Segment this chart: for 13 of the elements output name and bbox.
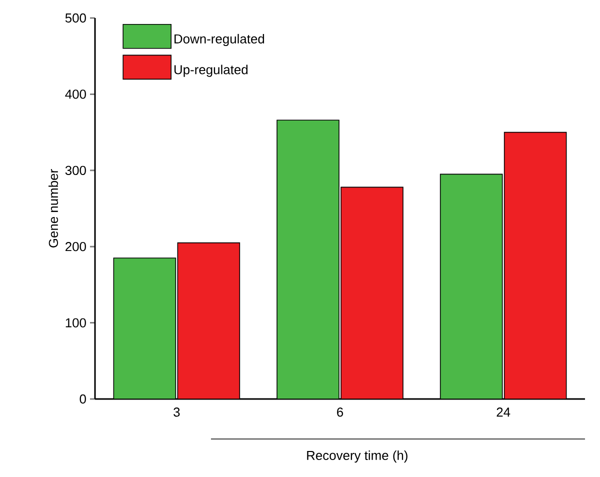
x-tick-label: 6 [337, 408, 344, 417]
y-tick-label: 100 [66, 318, 86, 328]
y-tick-label: 500 [65, 13, 86, 23]
legend-label: Down-regulated [174, 34, 264, 46]
x-axis-title: Recovery time (h) [307, 450, 408, 463]
y-tick-label: 0 [80, 394, 86, 404]
y-tick-label: 300 [65, 166, 86, 175]
y-tick-label: 400 [65, 90, 86, 99]
x-tick-label: 3 [174, 408, 180, 417]
legend-label: Up-regulated [174, 64, 248, 77]
y-tick-label: 200 [66, 242, 86, 252]
x-tick-label: 24 [496, 408, 510, 417]
y-axis-title: Gene number [48, 169, 58, 248]
